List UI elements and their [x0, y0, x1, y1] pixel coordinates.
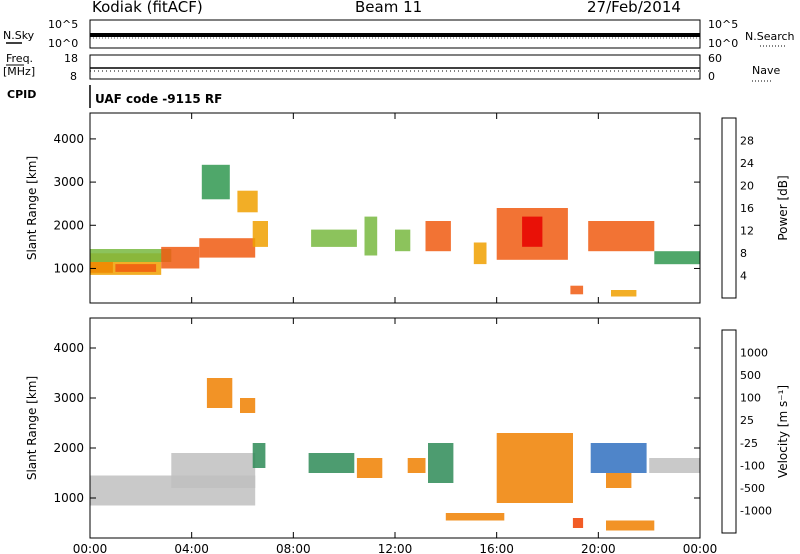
freq-tick-top: 18: [64, 52, 78, 65]
velocity-echo-region-11: [572, 518, 584, 528]
power-echo-region-13: [473, 242, 487, 265]
velocity-ytick-label-0: 4000: [53, 341, 84, 355]
power-ytick-label-2: 2000: [53, 218, 84, 232]
power-echo-region-7: [237, 190, 258, 213]
velocity-colorbar-label-0: 1000: [740, 347, 768, 360]
velocity-echo-region-13: [606, 473, 632, 488]
nsearch-label: N.Search: [745, 30, 795, 43]
nsearch-tick-bottom: 10^0: [708, 37, 739, 50]
nsearch-tick-top: 10^5: [708, 18, 739, 31]
xtick-label-6: 00:00: [683, 542, 718, 554]
power-colorbar-label-0: 28: [740, 135, 754, 148]
xtick-label-5: 20:00: [581, 542, 616, 554]
velocity-ytick-label-1: 3000: [53, 391, 84, 405]
power-echo-region-12: [425, 221, 451, 252]
velocity-colorbar-label-2: 100: [740, 392, 761, 405]
velocity-ytick-label-3: 1000: [53, 491, 84, 505]
power-echo-region-10: [364, 216, 378, 256]
nave-tick-top: 60: [708, 52, 722, 65]
velocity-colorbar-label-4: -25: [740, 437, 758, 450]
nsky-label: N.Sky: [3, 29, 35, 42]
velocity-echo-region-14: [606, 520, 655, 531]
cpid-text: UAF code -9115 RF: [95, 92, 223, 106]
velocity-echo-region-1: [171, 453, 256, 488]
velocity-colorbar-label-5: -100: [740, 459, 765, 472]
power-colorbar-title: Power [dB]: [776, 175, 790, 240]
power-colorbar-label-3: 16: [740, 202, 754, 215]
power-ylabel: Slant Range [km]: [25, 156, 39, 260]
power-echo-region-4: [161, 246, 200, 269]
power-ytick-label-0: 4000: [53, 132, 84, 146]
freq-label: Freq.: [6, 52, 34, 65]
power-colorbar-label-6: 4: [740, 270, 747, 283]
power-colorbar-frame: [721, 117, 737, 299]
power-echo-region-2: [90, 249, 172, 262]
power-echo-region-16: [570, 285, 584, 295]
velocity-echo-region-8: [428, 443, 454, 483]
velocity-colorbar-label-6: -500: [740, 482, 765, 495]
power-echo-region-17: [588, 221, 655, 252]
power-echo-region-15: [522, 216, 543, 247]
power-echo-region-3: [115, 264, 157, 272]
nsky-tick-top: 10^5: [48, 18, 79, 31]
power-echo-region-19: [654, 251, 701, 265]
cpid-label: CPID: [7, 88, 37, 101]
velocity-echo-region-10: [496, 433, 573, 503]
velocity-echo-region-9: [445, 513, 505, 521]
power-echo-region-6: [201, 164, 230, 200]
power-echo-region-18: [611, 290, 637, 297]
date-title: 27/Feb/2014: [587, 0, 681, 16]
velocity-echo-region-4: [252, 443, 266, 468]
station-title: Kodiak (fitACF): [92, 0, 203, 16]
velocity-colorbar-label-3: 25: [740, 414, 754, 427]
velocity-colorbar-label-7: -1000: [740, 504, 772, 517]
velocity-ylabel: Slant Range [km]: [25, 376, 39, 480]
freq-panel-frame: [89, 54, 701, 80]
velocity-echo-region-2: [206, 378, 233, 408]
power-echo-region-8: [252, 221, 268, 247]
velocity-echo-region-15: [649, 458, 700, 473]
xtick-label-2: 08:00: [276, 542, 311, 554]
power-ytick-label-1: 3000: [53, 175, 84, 189]
nave-label: Nave: [752, 64, 781, 77]
xtick-label-0: 00:00: [73, 542, 108, 554]
power-colorbar-label-4: 12: [740, 225, 754, 238]
freq-unit: [MHz]: [3, 65, 36, 78]
beam-title: Beam 11: [355, 0, 423, 16]
power-echo-region-9: [311, 229, 357, 247]
velocity-echo-region-7: [407, 458, 426, 473]
freq-tick-bottom: 8: [70, 70, 77, 83]
nsky-trace: [90, 33, 700, 37]
power-echo-region-11: [395, 229, 411, 252]
velocity-echo-region-3: [240, 398, 256, 413]
velocity-echo-region-12: [590, 443, 647, 473]
xtick-label-1: 04:00: [174, 542, 209, 554]
power-colorbar-label-1: 24: [740, 157, 754, 170]
power-colorbar-label-2: 20: [740, 180, 754, 193]
velocity-colorbar-frame: [721, 329, 737, 534]
power-ytick-label-3: 1000: [53, 261, 84, 275]
nave-tick-bottom: 0: [708, 70, 715, 83]
power-panel-frame: [89, 112, 701, 304]
velocity-echo-region-5: [308, 453, 355, 473]
xtick-label-3: 12:00: [378, 542, 413, 554]
velocity-echo-region-6: [356, 458, 383, 478]
velocity-ytick-label-2: 2000: [53, 441, 84, 455]
velocity-colorbar-title: Velocity [m s⁻¹]: [776, 385, 790, 478]
power-echo-region-5: [199, 238, 256, 258]
power-colorbar-label-5: 8: [740, 247, 747, 260]
nsky-tick-bottom: 10^0: [48, 37, 79, 50]
xtick-label-4: 16:00: [479, 542, 514, 554]
velocity-colorbar-label-1: 500: [740, 369, 761, 382]
